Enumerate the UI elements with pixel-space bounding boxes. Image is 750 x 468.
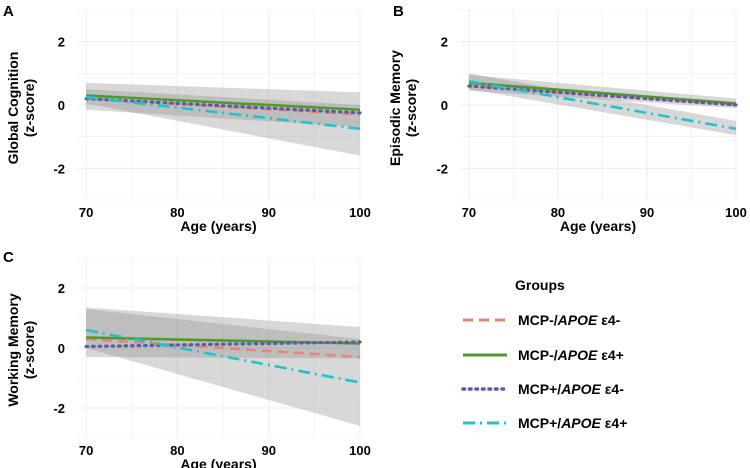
legend-title: Groups — [515, 277, 565, 293]
y-axis-title-line: Episodic Memory — [387, 50, 403, 166]
legend-label: MCP+/APOE ε4- — [518, 381, 624, 397]
x-tick-label: 70 — [79, 443, 93, 458]
x-tick-label: 100 — [349, 443, 371, 458]
legend-label-prefix: MCP-/ — [518, 347, 558, 363]
panel-b: 2 0 -2 70 80 90 100 Age (years) Episodic Memory(… — [387, 3, 747, 234]
series-line-g3 — [84, 97, 362, 115]
y-tick-label: 0 — [441, 98, 448, 113]
y-axis-title-line: (z-score) — [403, 79, 419, 137]
y-tick-label: -2 — [436, 161, 448, 176]
legend-item-g3: MCP+/APOE ε4- — [461, 381, 624, 397]
panel-letter: C — [3, 249, 14, 266]
x-tick-label: 90 — [261, 443, 275, 458]
legend-label-allele: ε4- — [597, 312, 620, 328]
x-tick-label: 70 — [462, 205, 476, 220]
series-line-g4 — [468, 79, 737, 131]
y-axis-title: Episodic Memory(z-score) — [387, 50, 419, 166]
legend-item-g1: MCP-/APOE ε4- — [463, 312, 621, 328]
legend-label: MCP-/APOE ε4+ — [518, 347, 624, 363]
legend-item-g2: MCP-/APOE ε4+ — [463, 347, 624, 363]
legend-label-gene: APOE — [560, 381, 601, 397]
y-tick-label: 2 — [441, 35, 448, 50]
x-tick-label: 80 — [551, 205, 565, 220]
panel-a: 2 0 -2 70 80 90 100 Age (years) Global Cognition… — [3, 3, 371, 234]
legend-label-allele: ε4- — [601, 381, 624, 397]
y-tick-label: 2 — [58, 35, 65, 50]
y-tick-label: 0 — [58, 98, 65, 113]
x-tick-label: 90 — [261, 205, 275, 220]
confidence-band-1 — [86, 307, 361, 359]
y-axis-title-line: (z-score) — [21, 79, 37, 137]
y-tick-label: -2 — [53, 161, 65, 176]
legend-label-gene: APOE — [560, 415, 601, 431]
panel-letter: A — [3, 3, 14, 20]
series-line-g2 — [86, 94, 361, 112]
x-tick-label: 90 — [640, 205, 654, 220]
x-tick-label: 80 — [170, 205, 184, 220]
y-axis-title-line: Global Cognition — [5, 52, 21, 165]
panel-c: 2 0 -2 70 80 90 100 Age (years) Working Memory(z… — [3, 249, 371, 468]
y-axis-title: Working Memory(z-score) — [5, 293, 37, 407]
legend-label-allele: ε4+ — [601, 415, 628, 431]
y-tick-label: 0 — [58, 341, 65, 356]
legend-label: MCP+/APOE ε4+ — [518, 415, 627, 431]
legend-label-prefix: MCP-/ — [518, 312, 558, 328]
series-line-g1 — [86, 337, 361, 359]
panels: 2 0 -2 70 80 90 100 Age (years) Global Cognition… — [3, 3, 747, 468]
x-tick-label: 100 — [725, 205, 747, 220]
panel-letter: B — [393, 3, 404, 20]
x-axis-title: Age (years) — [180, 218, 256, 234]
x-axis-title: Age (years) — [180, 456, 256, 468]
legend-label: MCP-/APOE ε4- — [518, 312, 621, 328]
y-axis-title: Global Cognition(z-score) — [5, 52, 37, 165]
y-tick-label: -2 — [53, 401, 65, 416]
series-line-g4 — [85, 95, 361, 131]
x-tick-label: 100 — [349, 205, 371, 220]
legend-label-gene: APOE — [557, 312, 598, 328]
series-line-g3 — [467, 84, 738, 107]
legend-item-g4: MCP+/APOE ε4+ — [463, 415, 627, 431]
series-line-g3 — [84, 340, 362, 349]
legend-label-prefix: MCP+/ — [518, 381, 561, 397]
legend-label-gene: APOE — [557, 347, 598, 363]
series-line-g1 — [468, 84, 737, 107]
legend-label-prefix: MCP+/ — [518, 415, 561, 431]
gridlines — [460, 9, 737, 201]
legend-label-allele: ε4+ — [597, 347, 624, 363]
y-tick-label: 2 — [58, 281, 65, 296]
x-tick-label: 70 — [79, 205, 93, 220]
y-axis-title-line: (z-score) — [21, 321, 37, 379]
y-axis-title-line: Working Memory — [5, 293, 21, 407]
series-line-g2 — [468, 81, 737, 105]
x-tick-label: 80 — [170, 443, 184, 458]
x-axis-title: Age (years) — [560, 218, 636, 234]
